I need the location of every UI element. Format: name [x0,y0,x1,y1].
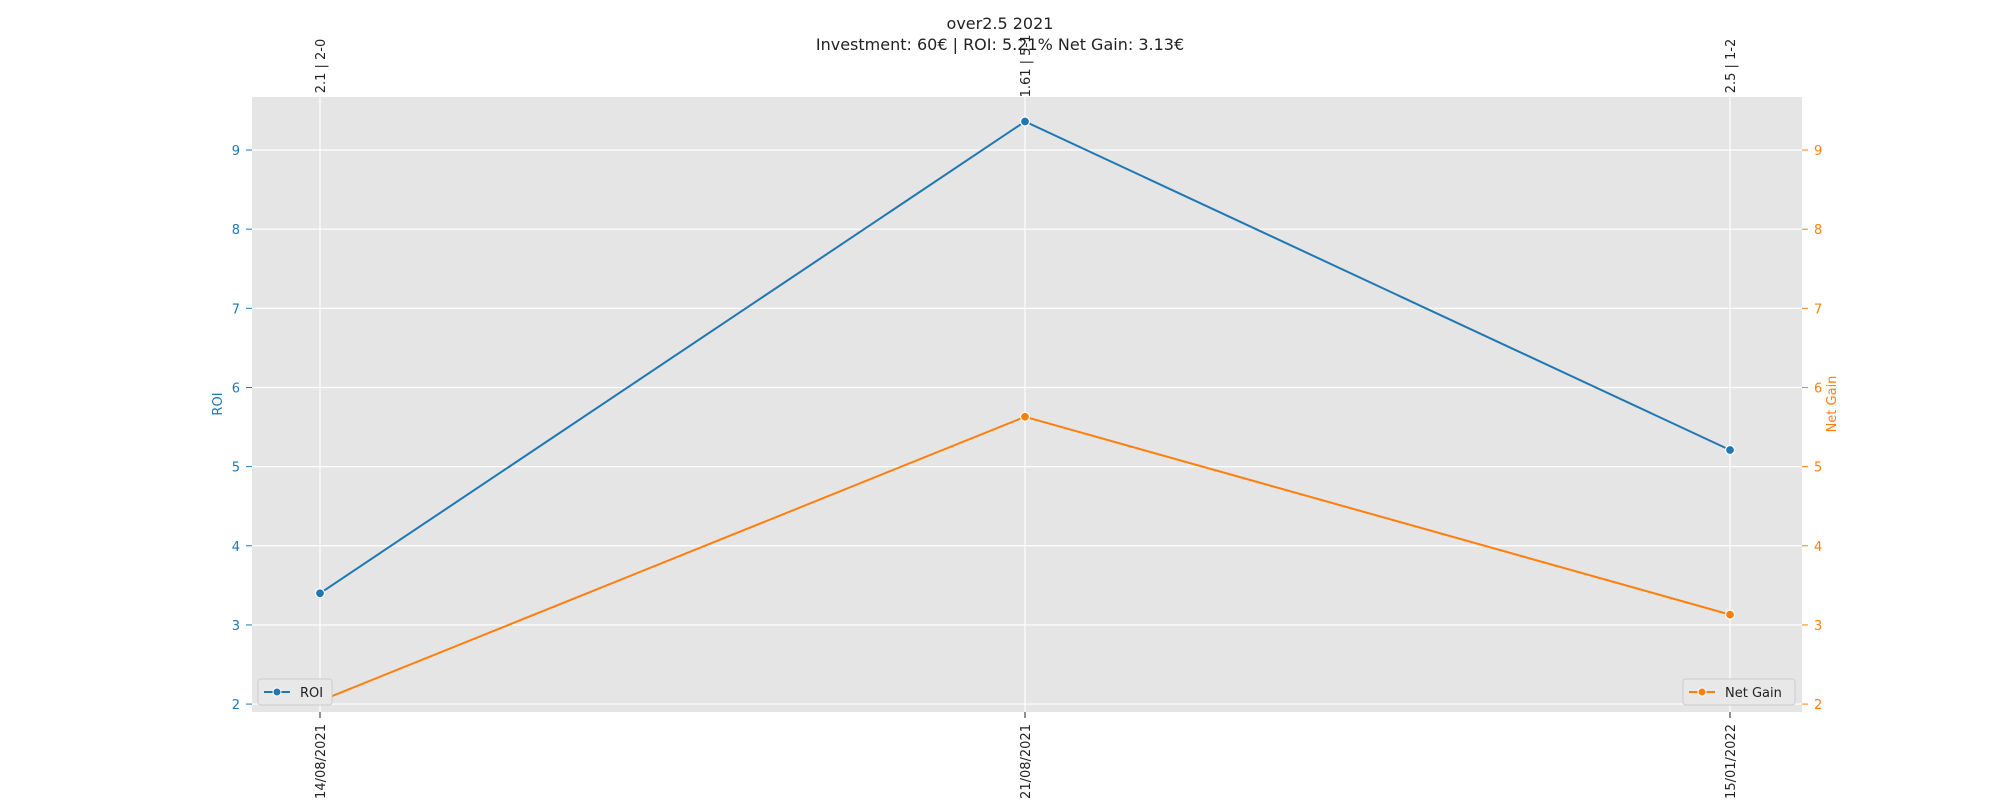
ytick-right-label: 6 [1814,381,1822,396]
legends: ROI Net Gain [257,678,1796,706]
data-point [314,588,326,599]
ytick-right-label: 4 [1814,540,1822,555]
y-axis-label-right: Net Gain [1825,376,1840,433]
chart-title: over2.5 2021 [947,14,1054,33]
ytick-left-label: 8 [232,223,240,238]
legend-box-net-gain [1682,678,1796,706]
ytick-right-label: 9 [1814,144,1822,159]
ytick-right-label: 2 [1814,698,1822,713]
ytick-left-label: 2 [232,698,240,713]
legend-marker-net-gain [1697,687,1707,697]
ytick-left-label: 7 [232,302,240,317]
xtick-label-top: 1.61 | 5-1 [1019,35,1034,98]
plot-area [252,97,1802,712]
legend-marker-roi [272,687,282,697]
legend-label-net-gain: Net Gain [1725,686,1782,701]
xtick-label-top: 2.1 | 2-0 [314,39,329,94]
data-point [1724,444,1736,456]
xtick-label-date: 14/08/2021 [314,724,329,799]
xtick-label-date: 21/08/2021 [1019,724,1034,799]
ytick-left-label: 6 [232,381,240,396]
xtick-label-date: 15/01/2022 [1724,724,1739,799]
ytick-right-label: 3 [1814,619,1822,634]
data-point [1019,411,1031,422]
data-point [1724,609,1736,620]
ytick-right-label: 5 [1814,461,1822,476]
legend-label-roi: ROI [300,686,323,701]
ytick-left-label: 4 [232,540,240,555]
y-axis-label-left: ROI [211,392,226,415]
legend-box-roi [257,678,333,706]
ytick-right-label: 7 [1814,302,1822,317]
ytick-left-label: 3 [232,619,240,634]
xtick-label-top: 2.5 | 1-2 [1724,39,1739,94]
ytick-left-label: 5 [232,461,240,476]
ytick-right-label: 8 [1814,223,1822,238]
chart-subtitle: Investment: 60€ | ROI: 5.21% Net Gain: 3… [816,35,1184,54]
ytick-left-label: 9 [232,144,240,159]
data-point [1019,116,1031,127]
axis-ticks: 2 2 3 3 4 4 5 5 6 6 7 7 8 8 9 9 14/08/2021 2.1 | 2-0 21/08… [211,35,1840,799]
